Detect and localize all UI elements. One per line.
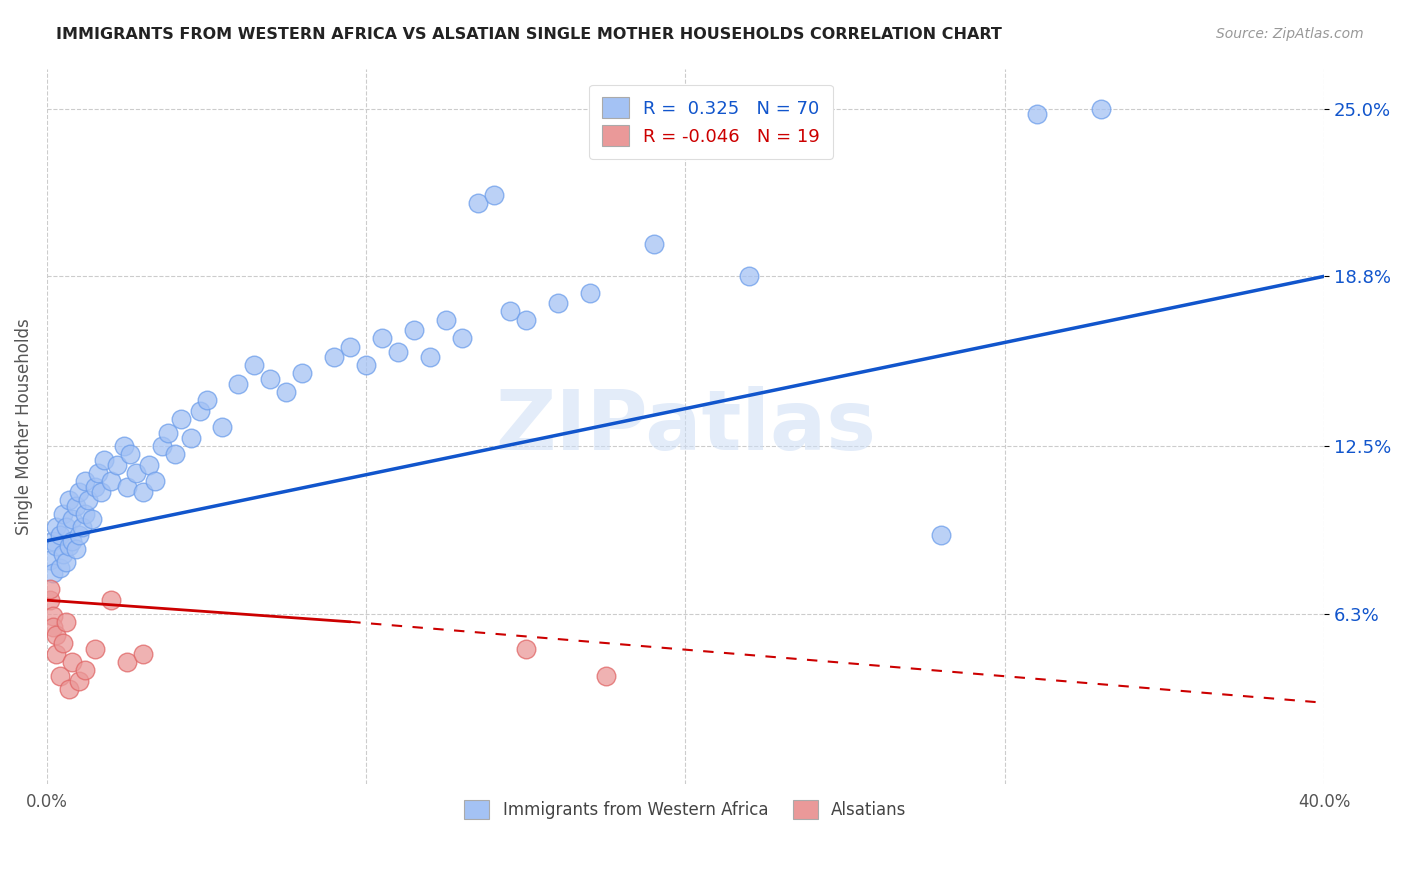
Point <box>83 641 105 656</box>
Point <box>131 485 153 500</box>
Point <box>138 458 160 473</box>
Point <box>39 582 62 597</box>
Point <box>1090 102 1112 116</box>
Point <box>482 188 505 202</box>
Point <box>62 533 84 548</box>
Y-axis label: Single Mother Households: Single Mother Households <box>15 318 32 534</box>
Point <box>387 345 409 359</box>
Point <box>42 566 65 581</box>
Point <box>419 351 441 365</box>
Point <box>100 475 122 489</box>
Point <box>58 539 80 553</box>
Point <box>291 367 314 381</box>
Point <box>45 628 67 642</box>
Point <box>323 351 346 365</box>
Point <box>339 339 361 353</box>
Point <box>929 528 952 542</box>
Point <box>595 669 617 683</box>
Point <box>90 485 112 500</box>
Point <box>112 439 135 453</box>
Point <box>211 420 233 434</box>
Point <box>48 561 70 575</box>
Point <box>195 393 218 408</box>
Point <box>180 431 202 445</box>
Point <box>62 655 84 669</box>
Point <box>42 609 65 624</box>
Point <box>276 385 298 400</box>
Point <box>55 556 77 570</box>
Text: ZIPatlas: ZIPatlas <box>495 385 876 467</box>
Point <box>65 541 87 556</box>
Point <box>738 269 761 284</box>
Legend: Immigrants from Western Africa, Alsatians: Immigrants from Western Africa, Alsatian… <box>457 793 914 825</box>
Point <box>402 323 425 337</box>
Point <box>243 359 266 373</box>
Point <box>67 485 90 500</box>
Point <box>75 475 97 489</box>
Point <box>42 533 65 548</box>
Point <box>170 412 193 426</box>
Point <box>578 285 600 300</box>
Point <box>131 647 153 661</box>
Point <box>434 312 457 326</box>
Point <box>65 499 87 513</box>
Point <box>259 372 281 386</box>
Point <box>52 636 75 650</box>
Point <box>39 552 62 566</box>
Point <box>45 539 67 553</box>
Point <box>87 467 110 481</box>
Point <box>67 674 90 689</box>
Point <box>75 507 97 521</box>
Point <box>48 669 70 683</box>
Point <box>45 520 67 534</box>
Point <box>467 196 489 211</box>
Point <box>1025 107 1047 121</box>
Point <box>354 359 377 373</box>
Point <box>52 547 75 561</box>
Point <box>70 520 93 534</box>
Point <box>157 425 180 440</box>
Point <box>150 439 173 453</box>
Point <box>451 331 474 345</box>
Point <box>228 377 250 392</box>
Point <box>55 615 77 629</box>
Point <box>55 520 77 534</box>
Point <box>515 312 537 326</box>
Point <box>62 512 84 526</box>
Point <box>125 467 148 481</box>
Point <box>115 480 138 494</box>
Point <box>39 593 62 607</box>
Point <box>93 453 115 467</box>
Point <box>105 458 128 473</box>
Point <box>115 655 138 669</box>
Point <box>42 620 65 634</box>
Point <box>75 664 97 678</box>
Point <box>67 528 90 542</box>
Text: IMMIGRANTS FROM WESTERN AFRICA VS ALSATIAN SINGLE MOTHER HOUSEHOLDS CORRELATION : IMMIGRANTS FROM WESTERN AFRICA VS ALSATI… <box>56 27 1002 42</box>
Point <box>100 593 122 607</box>
Point <box>48 528 70 542</box>
Point <box>515 641 537 656</box>
Point <box>118 447 141 461</box>
Point <box>547 296 569 310</box>
Point <box>45 647 67 661</box>
Point <box>77 493 100 508</box>
Point <box>83 480 105 494</box>
Point <box>188 404 211 418</box>
Point <box>58 493 80 508</box>
Point <box>499 304 522 318</box>
Point <box>163 447 186 461</box>
Point <box>643 236 665 251</box>
Point <box>52 507 75 521</box>
Point <box>371 331 394 345</box>
Point <box>145 475 167 489</box>
Text: Source: ZipAtlas.com: Source: ZipAtlas.com <box>1216 27 1364 41</box>
Point <box>80 512 103 526</box>
Point <box>58 682 80 697</box>
